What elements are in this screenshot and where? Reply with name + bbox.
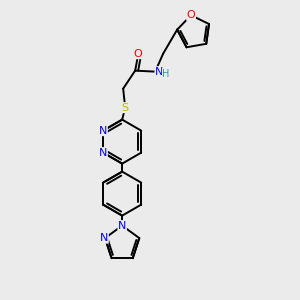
Text: H: H [163,69,170,79]
Text: O: O [134,49,142,58]
Text: N: N [155,67,164,76]
Text: O: O [187,10,195,20]
Text: N: N [99,126,107,136]
Text: N: N [100,233,108,243]
Text: N: N [118,220,126,231]
Text: N: N [99,148,107,158]
Text: S: S [122,103,129,112]
